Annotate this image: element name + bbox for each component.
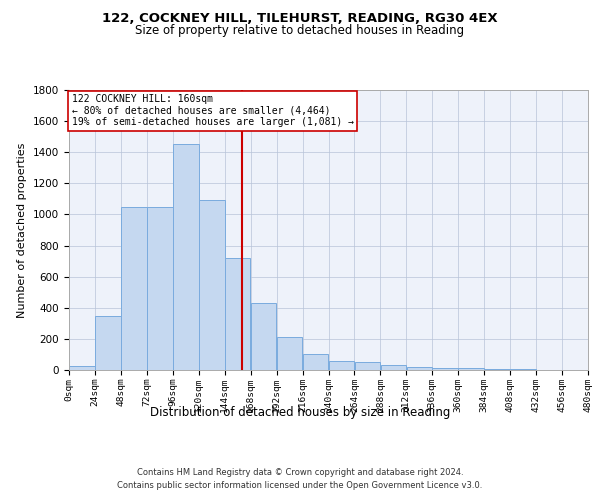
Bar	[121, 206, 146, 370]
Bar	[277, 338, 302, 370]
Bar	[355, 362, 380, 370]
Bar	[458, 368, 484, 370]
Text: Contains public sector information licensed under the Open Government Licence v3: Contains public sector information licen…	[118, 480, 482, 490]
Text: Size of property relative to detached houses in Reading: Size of property relative to detached ho…	[136, 24, 464, 37]
Bar	[433, 368, 458, 370]
Bar	[329, 360, 354, 370]
Text: 122 COCKNEY HILL: 160sqm
← 80% of detached houses are smaller (4,464)
19% of sem: 122 COCKNEY HILL: 160sqm ← 80% of detach…	[71, 94, 353, 128]
Bar	[303, 354, 328, 370]
Bar	[147, 206, 173, 370]
Text: Distribution of detached houses by size in Reading: Distribution of detached houses by size …	[150, 406, 450, 419]
Bar	[511, 369, 536, 370]
Text: Contains HM Land Registry data © Crown copyright and database right 2024.: Contains HM Land Registry data © Crown c…	[137, 468, 463, 477]
Bar	[380, 364, 406, 370]
Bar	[251, 303, 277, 370]
Bar	[484, 369, 510, 370]
Bar	[225, 258, 250, 370]
Bar	[407, 367, 432, 370]
Bar	[173, 144, 199, 370]
Text: 122, COCKNEY HILL, TILEHURST, READING, RG30 4EX: 122, COCKNEY HILL, TILEHURST, READING, R…	[102, 12, 498, 26]
Y-axis label: Number of detached properties: Number of detached properties	[17, 142, 28, 318]
Bar	[69, 366, 95, 370]
Bar	[95, 316, 121, 370]
Bar	[199, 200, 224, 370]
